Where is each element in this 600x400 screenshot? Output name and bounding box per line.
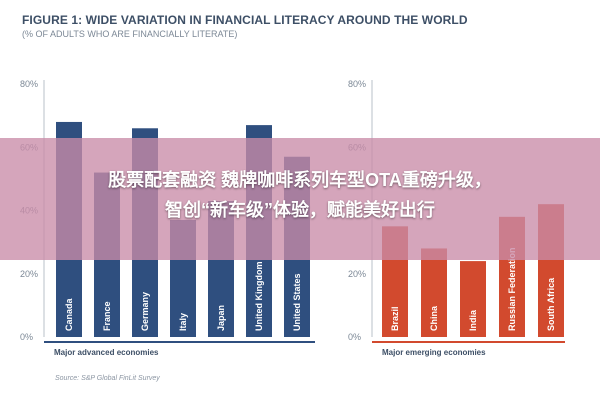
y-tick-label: 20% (20, 269, 38, 279)
chart-title: FIGURE 1: WIDE VARIATION IN FINANCIAL LI… (22, 13, 468, 27)
banner-text: 股票配套融资 魏牌咖啡系列车型OTA重磅升级， 智创“新车级”体验，赋能美好出行 (0, 165, 600, 225)
category-label-france: France (102, 301, 112, 331)
banner-overlay (0, 138, 600, 260)
banner-line-2: 智创“新车级”体验，赋能美好出行 (165, 200, 435, 220)
y-tick-label: 0% (20, 332, 33, 342)
group-label: Major advanced economies (54, 348, 159, 357)
category-label-japan: Japan (216, 305, 226, 331)
category-label-canada: Canada (64, 297, 74, 331)
chart-subtitle: (% OF ADULTS WHO ARE FINANCIALLY LITERAT… (22, 29, 238, 39)
category-label-united-states: United States (292, 273, 302, 331)
bar-china (421, 248, 447, 337)
y-tick-label: 80% (348, 79, 366, 89)
category-label-united-kingdom: United Kingdom (254, 262, 264, 332)
category-label-brazil: Brazil (390, 306, 400, 331)
category-label-china: China (429, 305, 439, 331)
group-label: Major emerging economies (382, 348, 486, 357)
category-label-india: India (468, 309, 478, 331)
y-tick-label: 80% (20, 79, 38, 89)
bar-india (460, 261, 486, 337)
category-label-russian-federation: Russian Federation (507, 247, 517, 331)
category-label-south-africa: South Africa (546, 277, 556, 331)
category-label-germany: Germany (140, 292, 150, 331)
category-label-italy: Italy (178, 313, 188, 331)
y-tick-label: 0% (348, 332, 361, 342)
banner-line-1: 股票配套融资 魏牌咖啡系列车型OTA重磅升级， (108, 170, 492, 190)
source-note: Source: S&P Global FinLit Survey (55, 375, 160, 382)
y-tick-label: 20% (348, 269, 366, 279)
